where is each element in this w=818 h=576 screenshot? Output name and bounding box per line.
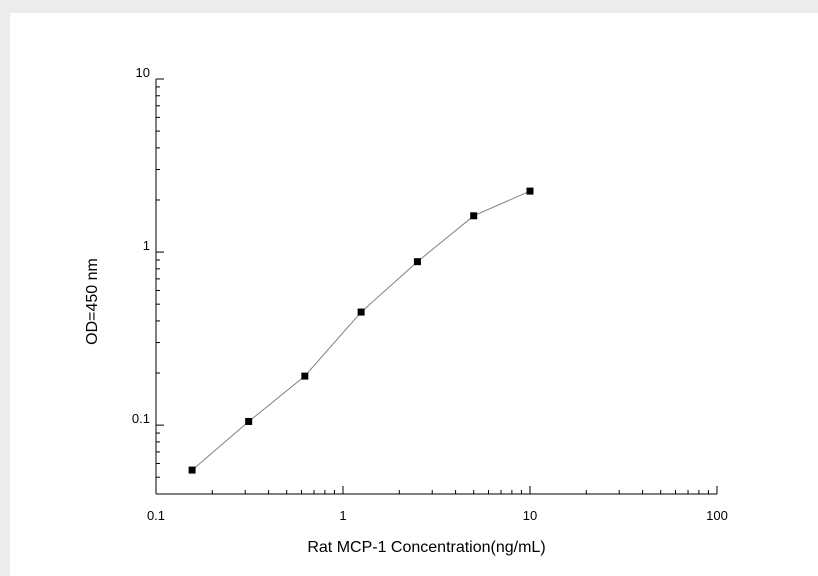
data-point bbox=[470, 212, 478, 220]
data-point bbox=[357, 308, 365, 316]
plot-area bbox=[188, 187, 534, 474]
y-tick-label: 1 bbox=[143, 238, 150, 253]
x-tick-label: 100 bbox=[706, 508, 728, 523]
x-tick-label: 10 bbox=[523, 508, 537, 523]
x-axis-ticks: 0.1 1 10 100 bbox=[147, 486, 728, 523]
data-point bbox=[413, 258, 421, 266]
data-point bbox=[188, 466, 196, 474]
x-tick-label: 1 bbox=[339, 508, 346, 523]
chart-panel: 0.1 1 10 100 0.1 1 10 Rat MCP-1 Concentration… bbox=[10, 13, 818, 576]
data-point bbox=[245, 417, 253, 425]
y-tick-label: 10 bbox=[136, 65, 150, 80]
y-tick-label: 0.1 bbox=[132, 411, 150, 426]
x-axis-title: Rat MCP-1 Concentration(ng/mL) bbox=[307, 539, 545, 556]
x-tick-label: 0.1 bbox=[147, 508, 165, 523]
y-axis-title: OD=450 nm bbox=[84, 258, 101, 345]
series-line bbox=[191, 190, 531, 471]
chart-svg: 0.1 1 10 100 0.1 1 10 Rat MCP-1 Concentration… bbox=[84, 65, 728, 556]
data-point bbox=[526, 187, 534, 195]
data-point bbox=[301, 372, 309, 380]
y-axis-ticks: 0.1 1 10 bbox=[132, 65, 164, 495]
